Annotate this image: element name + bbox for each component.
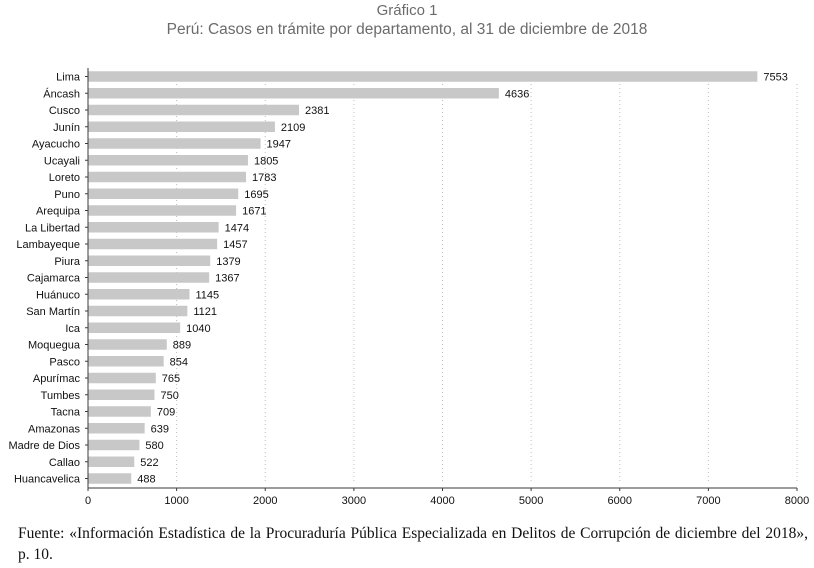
chart-header: Gráfico 1 Perú: Casos en trámite por dep… bbox=[0, 2, 814, 40]
category-label: Ayacucho bbox=[32, 139, 80, 151]
category-label: San Martín bbox=[26, 306, 80, 318]
category-label: Tumbes bbox=[41, 390, 81, 402]
value-label: 2381 bbox=[305, 105, 329, 117]
value-label: 889 bbox=[173, 340, 191, 352]
bar bbox=[88, 406, 151, 417]
category-label: Lima bbox=[56, 72, 81, 84]
value-label: 1671 bbox=[242, 206, 266, 218]
bar-chart: Lima Áncash Cusco Junín Ayacucho Ucayali Loret… bbox=[8, 68, 809, 507]
category-label: Huánuco bbox=[36, 289, 80, 301]
bar bbox=[88, 104, 300, 116]
category-label: Lambayeque bbox=[16, 239, 80, 251]
chart-title: Perú: Casos en trámite por departamento,… bbox=[166, 21, 648, 38]
value-label: 1783 bbox=[252, 172, 276, 184]
bar bbox=[88, 439, 140, 451]
value-label: 1040 bbox=[186, 323, 210, 335]
category-label: Callao bbox=[49, 457, 80, 469]
x-tick-labels: 0 1000 2000 3000 4000 5000 6000 7000 8000 bbox=[85, 495, 809, 507]
bar bbox=[88, 188, 239, 199]
category-label: Madre de Dios bbox=[8, 440, 80, 452]
bar bbox=[88, 423, 145, 434]
value-label: 1947 bbox=[267, 139, 291, 151]
source-note: Fuente: «Información Estadística de la P… bbox=[18, 525, 808, 563]
value-label: 1474 bbox=[225, 222, 249, 234]
x-tick-label: 3000 bbox=[342, 495, 366, 507]
value-label: 1457 bbox=[223, 239, 247, 251]
bar bbox=[88, 71, 758, 82]
bar bbox=[88, 272, 210, 283]
category-label: Moquegua bbox=[28, 340, 81, 352]
bar bbox=[88, 238, 218, 250]
x-tick-label: 7000 bbox=[696, 495, 720, 507]
value-label: 2109 bbox=[281, 122, 305, 134]
category-label: Piura bbox=[54, 256, 81, 268]
bar bbox=[88, 339, 167, 350]
value-label: 750 bbox=[160, 390, 178, 402]
x-tick-label: 8000 bbox=[785, 495, 809, 507]
value-label: 854 bbox=[170, 356, 188, 368]
bar bbox=[88, 222, 219, 233]
bars bbox=[88, 71, 758, 484]
bar bbox=[88, 289, 190, 300]
bar bbox=[88, 305, 188, 317]
value-label: 765 bbox=[162, 373, 180, 385]
bar bbox=[88, 456, 135, 467]
bar bbox=[88, 121, 275, 132]
category-label: Arequipa bbox=[36, 206, 81, 218]
value-label: 1367 bbox=[215, 273, 239, 285]
bar bbox=[88, 372, 156, 384]
category-label: Amazonas bbox=[28, 423, 80, 435]
value-label: 1695 bbox=[244, 189, 268, 201]
category-label: Cajamarca bbox=[27, 273, 81, 285]
axes bbox=[85, 68, 798, 491]
value-label: 488 bbox=[137, 474, 155, 486]
category-label: Puno bbox=[54, 189, 80, 201]
value-label: 639 bbox=[151, 423, 169, 435]
bar bbox=[88, 155, 248, 166]
bar bbox=[88, 356, 164, 367]
category-label: Loreto bbox=[49, 172, 80, 184]
category-label: Huancavelica bbox=[14, 474, 81, 486]
category-labels: Lima Áncash Cusco Junín Ayacucho Ucayali Loret… bbox=[8, 72, 80, 486]
category-label: Apurímac bbox=[33, 373, 81, 385]
category-label: Ucayali bbox=[44, 155, 80, 167]
category-label: Pasco bbox=[49, 356, 80, 368]
x-tick-label: 5000 bbox=[519, 495, 543, 507]
bar bbox=[88, 473, 132, 484]
x-tick-label: 2000 bbox=[253, 495, 277, 507]
value-label: 1805 bbox=[254, 155, 278, 167]
value-label: 580 bbox=[145, 440, 163, 452]
x-tick-label: 1000 bbox=[164, 495, 188, 507]
value-label: 4636 bbox=[505, 88, 529, 100]
category-label: Áncash bbox=[43, 87, 80, 100]
category-label: Cusco bbox=[49, 105, 80, 117]
bar bbox=[88, 205, 237, 216]
category-label: La Libertad bbox=[25, 222, 80, 234]
x-tick-label: 4000 bbox=[430, 495, 454, 507]
category-label: Tacna bbox=[51, 407, 81, 419]
value-label: 522 bbox=[140, 457, 158, 469]
bar bbox=[88, 322, 181, 333]
category-label: Junín bbox=[53, 122, 80, 134]
x-tick-label: 0 bbox=[85, 495, 91, 507]
bar bbox=[88, 255, 211, 266]
chart-kicker: Gráfico 1 bbox=[376, 2, 438, 19]
bar bbox=[88, 389, 155, 400]
x-tick-label: 6000 bbox=[608, 495, 632, 507]
bar bbox=[88, 138, 261, 149]
value-label: 7553 bbox=[763, 72, 787, 84]
value-label: 1121 bbox=[193, 306, 217, 318]
value-label: 709 bbox=[157, 407, 175, 419]
value-label: 1145 bbox=[195, 289, 219, 301]
gridlines bbox=[176, 84, 798, 484]
bar bbox=[88, 88, 499, 99]
bar bbox=[88, 171, 247, 183]
category-label: Ica bbox=[65, 323, 81, 335]
value-label: 1379 bbox=[216, 256, 240, 268]
